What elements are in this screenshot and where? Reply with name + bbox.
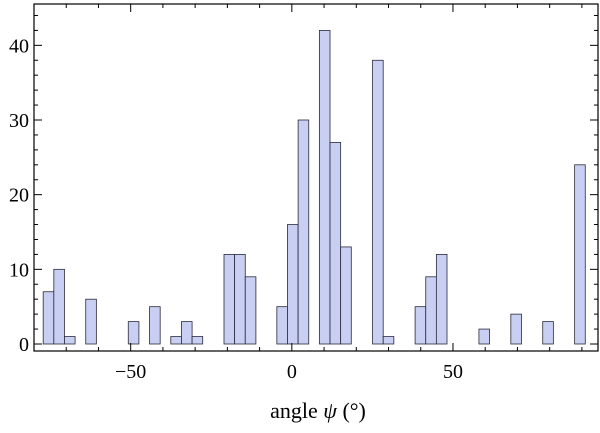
bar-14 [297,119,310,345]
bar-9 [223,253,236,345]
bars [42,29,586,345]
bar-22 [435,253,448,345]
bar-21 [425,276,437,345]
bar-17 [340,246,352,345]
bar-0 [42,291,55,345]
x-tick-label: −50 [115,361,146,383]
plot-frame [33,3,599,352]
y-tick-label: 0 [19,334,29,356]
bar-5 [149,306,161,345]
bar-7 [181,321,193,345]
bar-24 [510,313,522,345]
x-axis-title-main: angle [270,398,323,423]
bar-11 [244,276,257,345]
bar-18 [372,59,384,345]
bar-4 [127,321,140,345]
bar-1 [53,268,65,345]
x-tick-label: 50 [443,361,463,383]
bar-8 [191,336,204,345]
bar-19 [382,336,395,345]
bar-23 [478,328,490,345]
tick-labels: −50 0 50 0 10 20 30 40 [9,35,463,383]
x-axis-title: angle ψ (°) [270,398,366,423]
ticks [33,4,598,351]
bar-12 [276,306,288,345]
x-tick-label: 0 [287,361,297,383]
bar-6 [170,336,182,345]
x-axis-title-unit: (°) [337,398,366,423]
bar-16 [329,141,342,345]
bar-25 [542,321,554,345]
bar-20 [414,306,427,345]
y-tick-label: 30 [9,110,29,132]
y-tick-label: 20 [9,185,29,207]
bar-13 [287,224,299,345]
bar-2 [64,336,76,345]
bar-10 [234,253,246,345]
bar-26 [574,164,586,345]
y-tick-label: 40 [9,35,29,57]
bar-3 [85,298,97,345]
bar-15 [318,29,331,345]
x-axis-title-symbol: ψ [323,398,337,423]
y-tick-label: 10 [9,259,29,281]
